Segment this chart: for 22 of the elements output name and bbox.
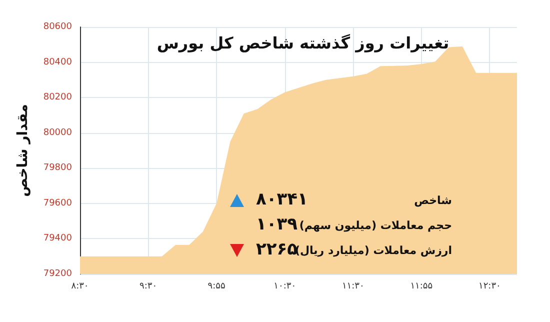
x-tick-label: ۱۱:۵۵: [410, 282, 433, 292]
y-tick-label: 80000: [43, 128, 72, 138]
y-axis-title: مقدار شاخص: [15, 104, 31, 197]
annotation: ۸۰۳۴۱: [256, 190, 308, 210]
y-tick-label: 79200: [43, 269, 72, 279]
y-tick-label: 80600: [43, 22, 72, 32]
x-tick-label: ۹:۳۰: [140, 282, 158, 292]
y-tick-label: 80200: [43, 92, 72, 103]
annotation: ۱۰۳۹: [256, 214, 298, 234]
annotation: ۲۲۶۵: [256, 240, 298, 260]
annotation: شاخص: [414, 194, 452, 207]
annotation: حجم معاملات (میلیون سهم): [299, 219, 452, 232]
chart-title: تغییرات روز گذشته شاخص کل بورس: [156, 34, 450, 52]
y-tick-label: 79400: [43, 234, 72, 244]
y-tick-label: 79800: [43, 163, 72, 174]
x-tick-label: ۱۲:۳۰: [478, 282, 501, 292]
x-tick-label: ۸:۳۰: [71, 282, 89, 292]
y-tick-label: 80400: [43, 57, 72, 68]
x-tick-label: ۱۰:۳۰: [274, 282, 296, 292]
x-tick-label: ۱۱:۳۰: [342, 282, 364, 292]
y-tick-label: 79600: [43, 198, 72, 208]
x-tick-label: ۹:۵۵: [208, 282, 226, 292]
